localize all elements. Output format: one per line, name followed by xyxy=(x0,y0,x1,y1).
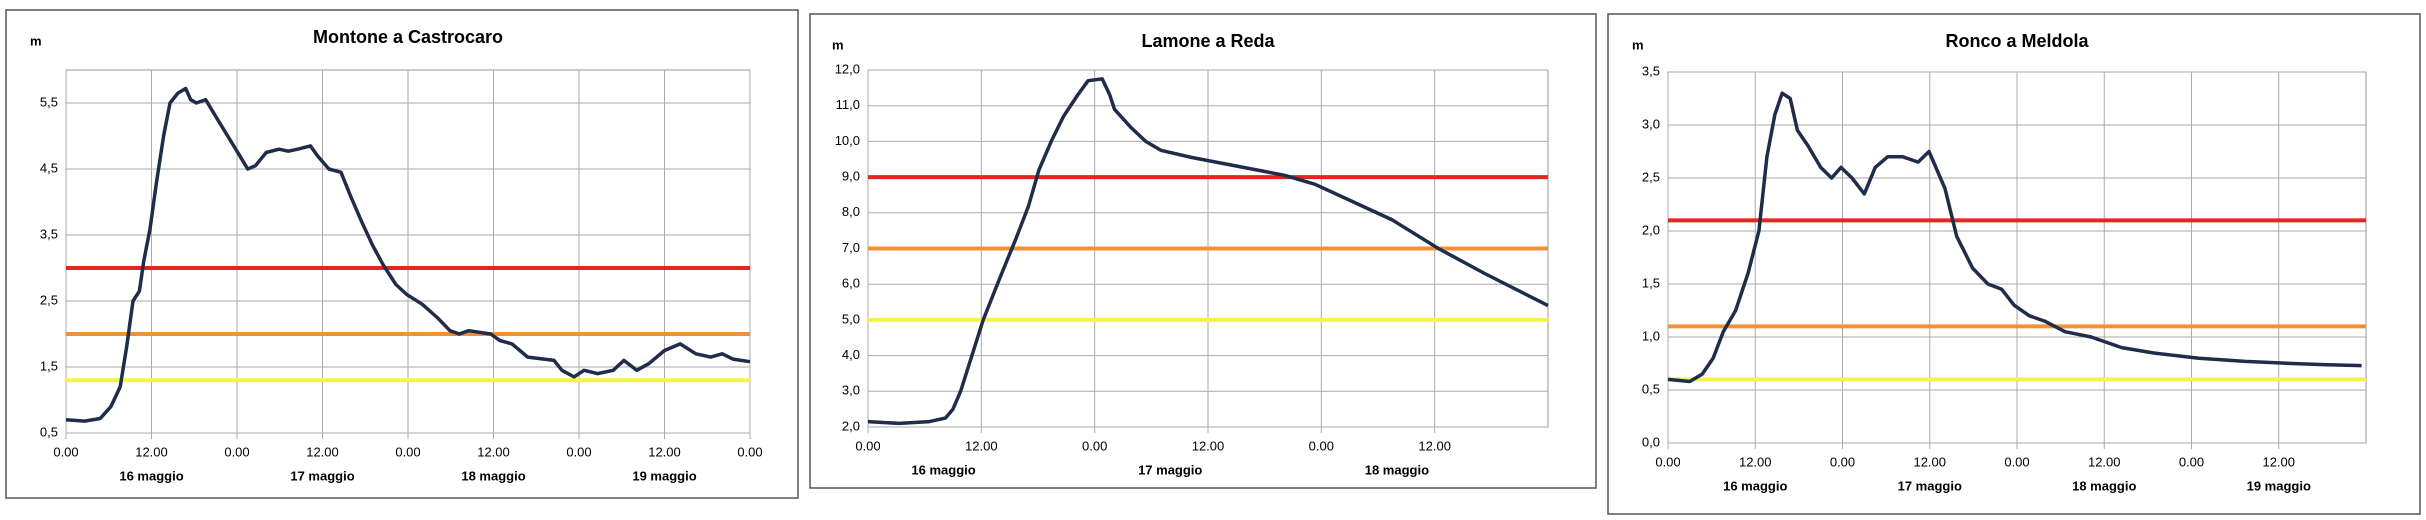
x-tick-label: 12.00 xyxy=(1192,438,1225,453)
chart-title: Lamone a Reda xyxy=(1141,31,1275,51)
data-line xyxy=(867,77,1549,426)
x-tick-label: 0.00 xyxy=(53,444,78,459)
day-label: 17 maggio xyxy=(290,468,354,483)
y-tick-label: 2,0 xyxy=(842,418,860,433)
x-tick-label: 0.00 xyxy=(1655,454,1680,469)
day-label: 18 maggio xyxy=(1365,462,1429,477)
y-tick-label: 2,5 xyxy=(40,292,58,307)
x-tick-label: 12.00 xyxy=(1418,438,1451,453)
day-label: 16 maggio xyxy=(1723,478,1787,493)
y-tick-label: 4,5 xyxy=(40,160,58,175)
y-tick-label: 3,5 xyxy=(40,226,58,241)
x-tick-label: 12.00 xyxy=(965,438,998,453)
y-tick-label: 4,0 xyxy=(842,347,860,362)
x-tick-label: 12.00 xyxy=(306,444,339,459)
y-tick-label: 5,0 xyxy=(842,311,860,326)
x-tick-label: 0.00 xyxy=(566,444,591,459)
x-tick-label: 0.00 xyxy=(2179,454,2204,469)
y-tick-label: 10,0 xyxy=(835,133,860,148)
y-tick-label: 1,5 xyxy=(40,358,58,373)
x-tick-label: 0.00 xyxy=(395,444,420,459)
y-tick-label: 2,0 xyxy=(1642,222,1660,237)
day-label: 19 maggio xyxy=(632,468,696,483)
y-axis-label: m xyxy=(1632,37,1644,52)
x-tick-label: 12.00 xyxy=(2088,454,2121,469)
y-tick-label: 12,0 xyxy=(835,61,860,76)
y-tick-label: 0,5 xyxy=(40,424,58,439)
data-line xyxy=(65,86,751,423)
x-tick-label: 0.00 xyxy=(855,438,880,453)
day-label: 19 maggio xyxy=(2247,478,2311,493)
x-tick-label: 12.00 xyxy=(135,444,168,459)
y-tick-label: 5,5 xyxy=(40,94,58,109)
chart-title: Ronco a Meldola xyxy=(1945,31,2089,51)
day-label: 18 maggio xyxy=(2072,478,2136,493)
x-tick-label: 0.00 xyxy=(2004,454,2029,469)
chart-panel: Lamone a Reda m 2,0 3,0 4,0 5,0 6,0 7,0 8,0 9,0 10… xyxy=(809,13,1597,489)
y-tick-label: 3,5 xyxy=(1642,63,1660,78)
y-tick-label: 11,0 xyxy=(836,97,860,112)
day-label: 17 maggio xyxy=(1898,478,1962,493)
day-label: 18 maggio xyxy=(461,468,525,483)
y-axis-label: m xyxy=(30,33,42,48)
x-tick-label: 12.00 xyxy=(1739,454,1772,469)
x-tick-label: 12.00 xyxy=(477,444,510,459)
y-tick-label: 8,0 xyxy=(842,204,860,219)
y-axis-label: m xyxy=(832,37,844,52)
day-label: 16 maggio xyxy=(119,468,183,483)
y-tick-label: 2,5 xyxy=(1642,169,1660,184)
y-tick-label: 1,0 xyxy=(1642,328,1660,343)
x-tick-label: 0.00 xyxy=(1830,454,1855,469)
x-tick-label: 0.00 xyxy=(1082,438,1107,453)
chart-title: Montone a Castrocaro xyxy=(313,27,503,47)
day-label: 17 maggio xyxy=(1138,462,1202,477)
day-label: 16 maggio xyxy=(911,462,975,477)
x-tick-label: 0.00 xyxy=(1309,438,1334,453)
chart-panel: Ronco a Meldola m 0,0 0,5 1,0 1,5 2,0 2,5 3,0 3,5… xyxy=(1607,13,2421,515)
y-tick-label: 0,5 xyxy=(1642,381,1660,396)
y-tick-label: 1,5 xyxy=(1642,275,1660,290)
x-tick-label: 0.00 xyxy=(737,444,762,459)
x-tick-label: 12.00 xyxy=(2262,454,2295,469)
x-tick-label: 0.00 xyxy=(224,444,249,459)
y-tick-label: 3,0 xyxy=(842,383,860,398)
chart-panel: Montone a Castrocaro m 0,5 1,5 2,5 3,5 4,5 5,5 0… xyxy=(5,9,799,499)
y-tick-label: 6,0 xyxy=(842,276,860,291)
y-tick-label: 9,0 xyxy=(842,169,860,184)
y-tick-label: 0,0 xyxy=(1642,434,1660,449)
x-tick-label: 12.00 xyxy=(648,444,681,459)
data-line xyxy=(1667,91,2362,384)
x-tick-label: 12.00 xyxy=(1913,454,1946,469)
y-tick-label: 7,0 xyxy=(842,240,860,255)
y-tick-label: 3,0 xyxy=(1642,116,1660,131)
